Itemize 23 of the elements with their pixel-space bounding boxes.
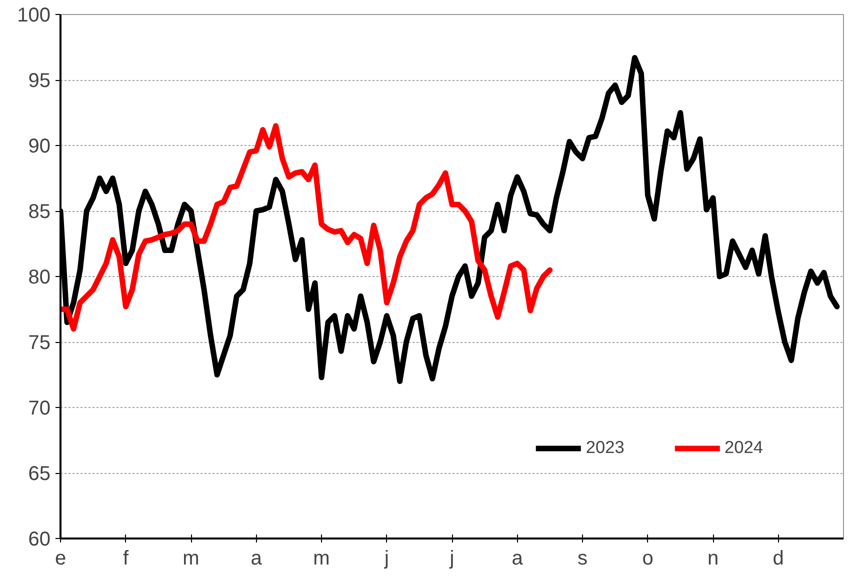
- x-tick-label: o: [642, 548, 654, 570]
- y-tick-label: 90: [28, 136, 51, 158]
- legend-label: 2024: [724, 437, 763, 458]
- y-tick-label: 100: [17, 4, 51, 26]
- x-tick-label: d: [772, 548, 784, 570]
- x-tick-label: e: [54, 548, 66, 570]
- x-tick-label: m: [313, 548, 330, 570]
- y-tick-label: 95: [28, 70, 51, 92]
- x-tick-label: n: [707, 548, 719, 570]
- y-tick-label: 75: [28, 332, 51, 354]
- x-tick-label: s: [578, 548, 588, 570]
- y-tick-label: 85: [28, 201, 51, 223]
- x-tick-label: a: [512, 548, 524, 570]
- x-tick-label: m: [182, 548, 200, 570]
- y-tick-label: 70: [28, 398, 51, 420]
- y-tick-label: 65: [28, 463, 51, 485]
- legend-label: 2023: [586, 437, 624, 458]
- x-tick-label: j: [448, 548, 454, 570]
- x-tick-label: f: [122, 548, 129, 570]
- x-tick-label: a: [250, 548, 263, 570]
- x-tick-label: j: [384, 548, 389, 570]
- y-tick-label: 60: [28, 528, 51, 550]
- y-tick-label: 80: [28, 266, 51, 288]
